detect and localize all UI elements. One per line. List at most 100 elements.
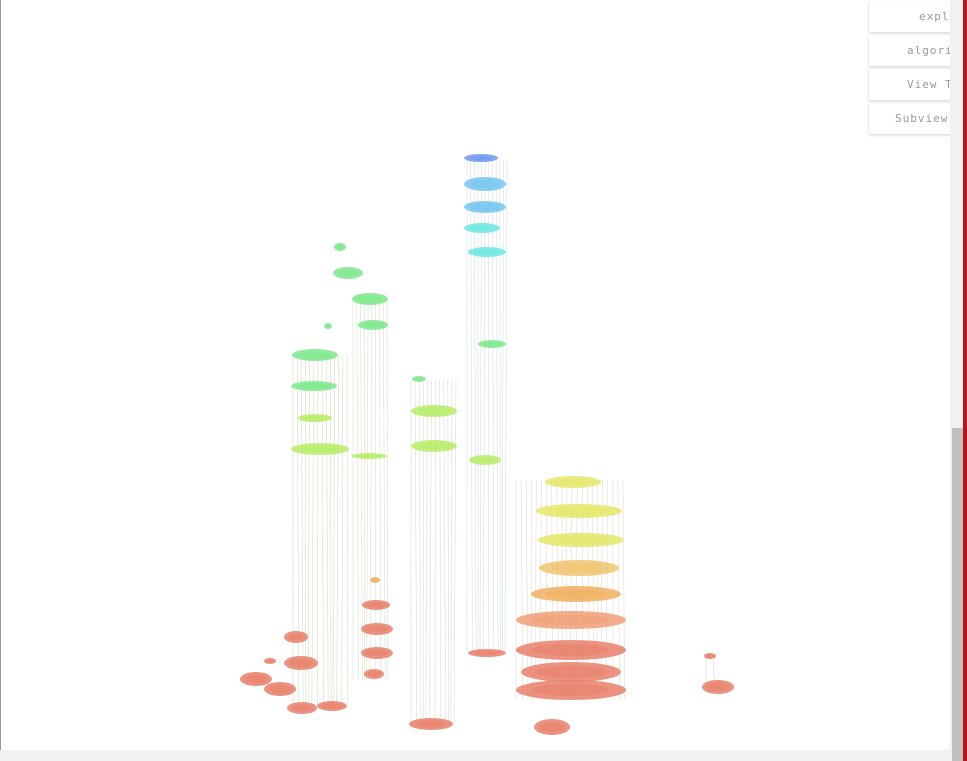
edge-line (434, 379, 436, 726)
edge-line (425, 379, 428, 726)
edge-line (336, 354, 339, 706)
node-layer-core (532, 614, 610, 626)
edge-line (341, 354, 344, 706)
node-layer-core (303, 415, 327, 421)
edge-line (492, 159, 495, 653)
node-layer-core (417, 442, 451, 450)
edge-line (450, 379, 453, 726)
layered-graph-canvas[interactable] (1, 0, 950, 750)
node-layer-core (417, 407, 451, 415)
node-layer-core (473, 650, 501, 656)
menu-button-subview[interactable]: Subview (869, 103, 953, 134)
node-layer-core (532, 644, 610, 656)
horizontal-scrollbar[interactable] (0, 750, 950, 761)
node-layer-core (473, 457, 497, 463)
vertical-scrollbar-thumb[interactable] (952, 428, 963, 761)
node-layer-core (532, 684, 610, 696)
menu-button-subview-label: Subview (895, 112, 949, 125)
node-layer-core (325, 324, 331, 328)
node-layer-core (244, 674, 268, 684)
node-layer-core (287, 633, 305, 641)
node-layer-core (473, 249, 501, 255)
node-layer-core (550, 535, 612, 545)
node-layer-core (544, 589, 608, 599)
node-layer-core (551, 563, 607, 573)
edge-line (453, 379, 457, 726)
edge-line (418, 379, 422, 726)
node-layer-core (299, 445, 341, 453)
menu-button-view-label: View T (907, 78, 953, 91)
node-layer-core (414, 377, 424, 381)
node-layer-core (539, 722, 565, 732)
menu-button-view[interactable]: View T (869, 69, 953, 100)
menu-button-algorithm-label: algori (907, 44, 953, 57)
node-layer-core (268, 684, 292, 694)
node-layer-core (469, 225, 495, 231)
edge-line (296, 354, 300, 706)
node-layer-core (705, 654, 715, 658)
edge-line (447, 379, 449, 726)
node-layer-core (470, 203, 500, 211)
edge-line (495, 159, 499, 653)
node-layer-core (536, 666, 606, 678)
menu-button-algorithm[interactable]: algori (869, 35, 953, 66)
node-layer-core (289, 658, 313, 668)
edge-line (617, 479, 621, 701)
edge-line (386, 299, 389, 681)
edge-line (479, 159, 482, 653)
window-edge-accent (963, 0, 967, 761)
edge-line (379, 299, 382, 681)
node-layer-core (469, 155, 493, 161)
node-layer-core (297, 383, 331, 389)
edge-line (443, 379, 447, 726)
node-layer-core (706, 682, 730, 692)
edge-line (346, 354, 349, 706)
node-layer-core (365, 649, 389, 657)
edge-line (360, 299, 363, 681)
edge-line (487, 159, 490, 653)
node-layer-core (371, 578, 379, 582)
edge-line (307, 354, 310, 706)
edge-line (317, 354, 319, 706)
edge-line (429, 379, 432, 726)
edge-line (321, 354, 324, 706)
node-layer-core (553, 478, 593, 486)
menu-button-explore[interactable]: expl (869, 1, 953, 32)
edge-line (482, 159, 486, 653)
edge-line (525, 479, 529, 701)
node-layer-core (291, 704, 313, 712)
edge-line (439, 379, 442, 726)
edge-line (414, 379, 418, 726)
menu-button-explore-label: expl (919, 10, 950, 23)
edge-line (311, 354, 315, 706)
node-layer-core (356, 454, 382, 458)
node-layer-core (548, 506, 610, 516)
edge-line (369, 299, 373, 681)
edge-line (356, 299, 359, 681)
node-layer-core (470, 179, 500, 189)
edge-line (504, 159, 508, 653)
edge-line (366, 299, 369, 681)
edge-line (333, 354, 335, 706)
edge-line (374, 299, 376, 681)
edge-line (534, 479, 537, 701)
node-layer-core (357, 295, 383, 303)
edge-line (501, 159, 504, 653)
edge-line (520, 479, 524, 701)
node-layer-core (367, 671, 381, 677)
edge-line (622, 479, 625, 701)
node-layer-core (482, 341, 502, 347)
edge-line (325, 354, 329, 706)
graph-3d-viewport[interactable] (0, 0, 950, 750)
node-layer-core (366, 602, 386, 608)
edge-line (473, 159, 477, 653)
edge-line (499, 159, 501, 653)
edge-line (330, 354, 332, 706)
node-layer-core (321, 703, 343, 709)
node-layer-core (362, 322, 384, 328)
node-layer-core (337, 269, 359, 277)
node-layer-core (335, 244, 345, 250)
edge-line (470, 159, 473, 653)
node-layer-core (298, 351, 332, 359)
edge-line (382, 299, 386, 681)
